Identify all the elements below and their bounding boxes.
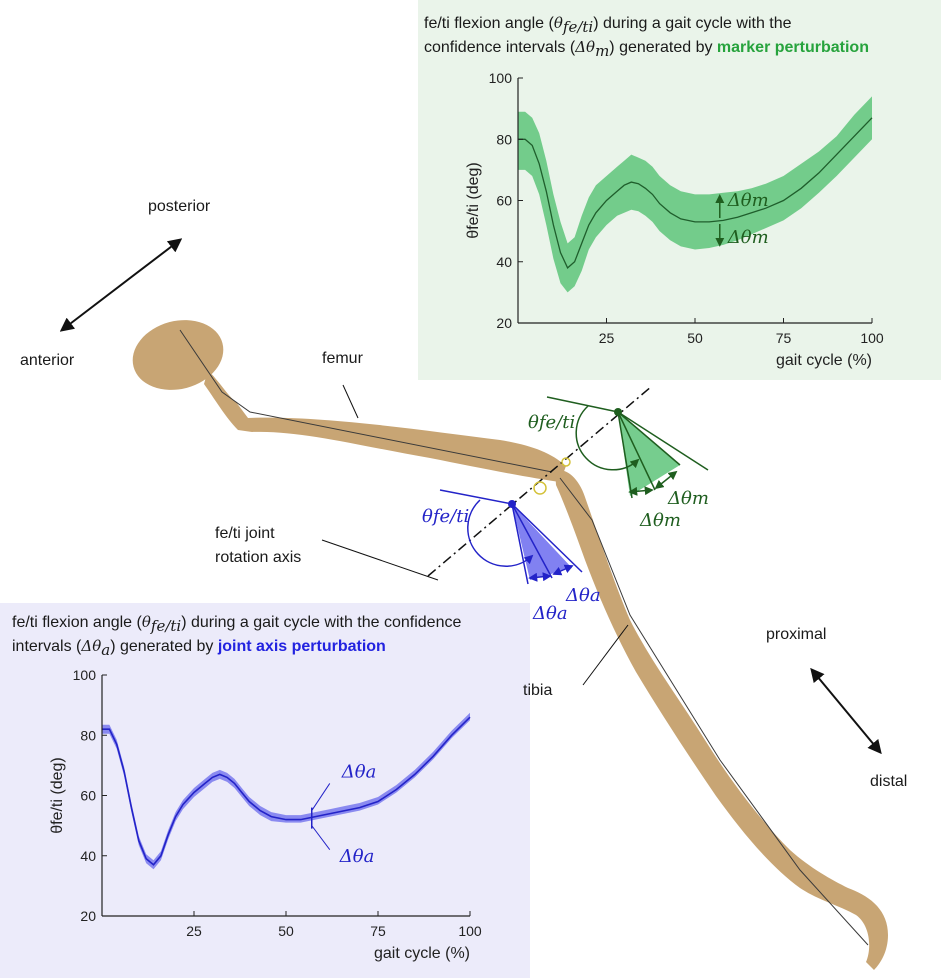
tibia-label: tibia	[523, 682, 553, 699]
green-xtick-label: 25	[599, 330, 615, 346]
blue-xtick-label: 25	[186, 923, 202, 939]
green-ytick-label: 40	[496, 254, 512, 270]
proximal-label: proximal	[766, 626, 827, 643]
blue-ytick-label: 20	[80, 908, 96, 924]
femur-bone	[132, 320, 566, 482]
blue-theta-label: θfe/ti	[422, 506, 470, 527]
green-ylabel: θfe/ti (deg)	[465, 162, 482, 238]
axis-label-line1: fe/ti joint	[215, 525, 275, 542]
blue-delta-leader-down	[311, 825, 331, 851]
green-xtick-label: 100	[860, 330, 884, 346]
blue-xtick-label: 50	[278, 923, 294, 939]
green-delta-label-2: Δθm	[640, 510, 681, 531]
green-ytick-label: 60	[496, 193, 512, 209]
femur-leader	[342, 384, 359, 419]
marker-perturbation-panel: fe/ti flexion angle (θfe/ti) during a ga…	[418, 0, 941, 380]
blue-angle-glyph	[439, 489, 583, 585]
axis-leader	[321, 539, 439, 581]
blue-chart-delta-upper: Δθa	[341, 761, 377, 782]
proximal-distal-arrow	[810, 667, 882, 755]
posterior-label: posterior	[148, 198, 211, 215]
green-delta-label-1: Δθm	[668, 488, 709, 509]
joint-marker-2	[561, 457, 571, 467]
blue-caption-line1: fe/ti flexion angle (θfe/ti) during a ga…	[12, 613, 462, 636]
blue-ylabel: θfe/ti (deg)	[49, 757, 66, 833]
green-xlabel: gait cycle (%)	[776, 352, 872, 369]
blue-confidence-band	[102, 712, 470, 870]
green-caption-line1: fe/ti flexion angle (θfe/ti) during a ga…	[424, 14, 792, 37]
blue-xtick-label: 75	[370, 923, 386, 939]
green-chart-delta-lower: Δθm	[727, 227, 769, 248]
blue-xtick-label: 100	[458, 923, 482, 939]
blue-delta-leader-up	[311, 783, 331, 811]
tibia-bone	[555, 469, 888, 970]
green-ytick-label: 20	[496, 315, 512, 331]
axis-label-line2: rotation axis	[215, 549, 302, 566]
green-ytick-label: 100	[489, 70, 513, 86]
blue-chart-delta-lower: Δθa	[339, 846, 375, 867]
joint-axis-perturbation-panel: fe/ti flexion angle (θfe/ti) during a ga…	[0, 603, 530, 978]
green-mean-line	[518, 117, 873, 269]
blue-ytick-label: 60	[80, 788, 96, 804]
blue-caption-line2: intervals (Δθa) generated by joint axis …	[12, 637, 386, 660]
green-theta-label: θfe/ti	[528, 412, 576, 433]
distal-label: distal	[870, 773, 908, 790]
blue-delta-label-1: Δθa	[566, 585, 601, 606]
blue-mean-line	[102, 716, 471, 866]
blue-ytick-label: 100	[73, 667, 97, 683]
blue-ytick-label: 40	[80, 848, 96, 864]
joint-axis-perturbation-chart: 20 40 60 80 100 25 50 75 100 gait cycle (%) θfe/ti…	[49, 667, 482, 962]
joint-rotation-axis	[427, 385, 653, 577]
green-ytick-label: 80	[496, 131, 512, 147]
green-angle-glyph	[546, 396, 709, 499]
green-chart-delta-upper: Δθm	[727, 190, 769, 211]
tibia-leader	[582, 624, 629, 686]
anterior-label: anterior	[20, 352, 75, 369]
joint-center-marker	[533, 481, 547, 495]
posterior-anterior-arrow	[59, 238, 183, 332]
green-caption-line2: confidence intervals (Δθm) generated by …	[424, 38, 869, 61]
green-xtick-label: 75	[776, 330, 792, 346]
blue-ytick-label: 80	[80, 727, 96, 743]
blue-xlabel: gait cycle (%)	[374, 945, 470, 962]
axis-label: fe/ti joint rotation axis	[215, 522, 301, 570]
femur-label: femur	[322, 350, 363, 367]
marker-perturbation-chart: 20 40 60 80 100 25 50 75 100 gait cycle (%) θfe/ti…	[465, 70, 884, 369]
green-confidence-band	[518, 96, 872, 293]
green-xtick-label: 50	[687, 330, 703, 346]
blue-delta-label-2: Δθa	[533, 603, 568, 624]
